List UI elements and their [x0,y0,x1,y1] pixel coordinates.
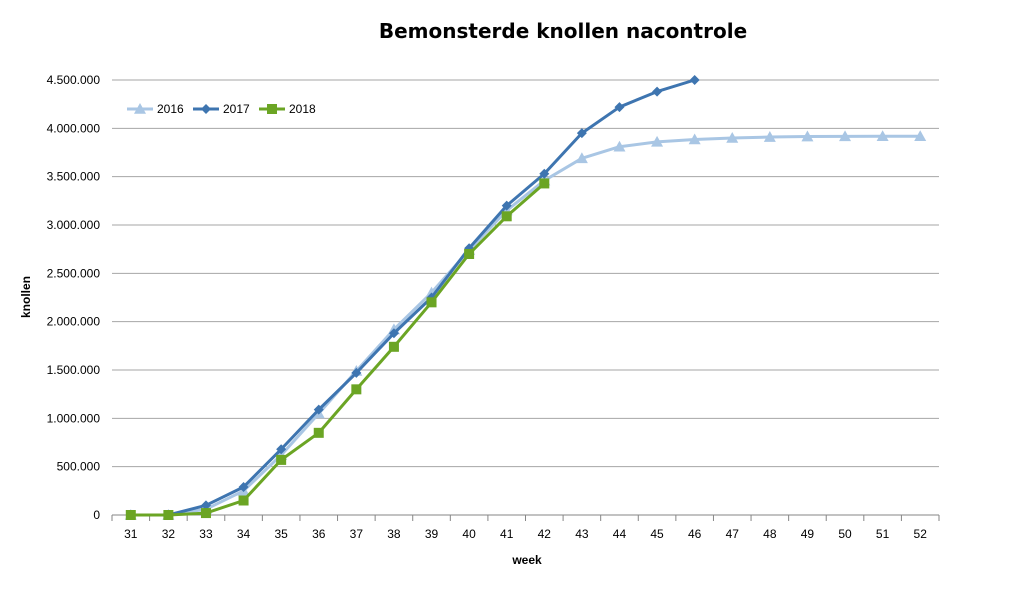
y-tick-label: 4.000.000 [47,121,101,135]
x-axis-ticks: 31 32 33 34 35 36 37 38 39 40 41 42 43 44 45 46 47 48 49 50… [124,527,927,541]
x-tick-label: 48 [763,527,777,541]
legend-label: 2016 [157,102,184,116]
y-tick-label: 2.500.000 [47,266,101,280]
data-point-2018 [313,427,324,438]
data-point-2017 [614,102,625,113]
data-point-2018 [351,384,362,395]
y-tick-label: 3.000.000 [47,218,101,232]
series-line-2016 [130,134,921,517]
data-point-2016 [839,130,852,142]
y-tick-label: 500.000 [57,460,101,474]
data-point-2016 [651,135,664,147]
chart-title: Bemonsterde knollen nacontrole [379,19,747,43]
x-axis-label: week [511,553,542,567]
data-point-2016 [575,152,588,164]
x-tick-label: 49 [801,527,815,541]
data-point-2016 [613,140,626,152]
legend-marker-2017 [201,104,211,114]
data-point-2017 [539,168,550,179]
data-point-2016 [876,130,889,142]
x-tick-label: 41 [500,527,514,541]
x-tick-label: 46 [688,527,702,541]
data-point-2017 [388,328,399,339]
legend-marker-2016 [134,103,146,114]
y-tick-label: 3.500.000 [47,170,101,184]
data-point-2018 [200,508,211,519]
legend-label: 2018 [289,102,316,116]
x-tick-label: 42 [538,527,552,541]
data-point-2016 [726,132,739,143]
axes [111,514,940,521]
x-tick-label: 34 [237,527,251,541]
series-line-2018 [130,182,546,517]
data-point-2017 [501,200,512,211]
y-axis-ticks: 0 500.000 1.000.000 1.500.000 2.000.000 2.500… [47,73,101,522]
data-point-2018 [539,178,550,189]
legend: 2016 2017 2018 [127,102,316,116]
x-tick-label: 47 [726,527,740,541]
gridlines [112,79,939,468]
data-point-2018 [276,454,287,465]
series-layer [124,75,927,520]
series-2018 [125,178,550,520]
data-point-2017 [200,500,211,511]
x-tick-label: 51 [876,527,890,541]
data-point-2018 [426,297,437,308]
data-point-2016 [688,133,701,145]
legend-marker-2018 [267,104,277,114]
x-tick-label: 31 [124,527,138,541]
y-tick-label: 4.500.000 [47,73,101,87]
data-point-2017 [276,444,287,455]
y-tick-label: 1.000.000 [47,411,101,425]
legend-item-2017: 2017 [193,102,250,116]
data-point-2016 [763,131,776,142]
x-tick-label: 43 [575,527,589,541]
data-point-2017 [652,86,663,97]
x-tick-label: 50 [838,527,852,541]
data-point-2018 [163,510,174,520]
y-tick-label: 0 [93,508,100,522]
x-tick-label: 52 [914,527,928,541]
data-point-2017 [689,75,700,85]
data-point-2017 [576,128,587,139]
x-tick-label: 33 [199,527,213,541]
data-point-2017 [238,481,249,492]
data-point-2018 [464,249,475,259]
x-tick-label: 38 [387,527,401,541]
data-point-2016 [801,130,814,142]
y-tick-label: 2.000.000 [47,315,101,329]
x-tick-label: 32 [162,527,176,541]
x-tick-label: 39 [425,527,439,541]
y-tick-label: 1.500.000 [47,363,101,377]
x-tick-label: 44 [613,527,627,541]
data-point-2018 [238,495,249,506]
series-line-2017 [130,78,696,517]
data-point-2017 [351,367,362,378]
x-tick-label: 36 [312,527,326,541]
y-axis-label: knollen [19,276,33,318]
data-point-2017 [313,404,324,415]
data-point-2018 [125,510,136,520]
data-point-2018 [501,211,512,222]
legend-label: 2017 [223,102,250,116]
data-point-2016 [914,130,927,142]
x-tick-label: 37 [350,527,364,541]
series-2017 [125,75,700,520]
x-tick-label: 40 [462,527,476,541]
data-point-2018 [388,341,399,352]
legend-item-2016: 2016 [127,102,184,116]
x-tick-label: 35 [274,527,288,541]
x-tick-label: 45 [650,527,664,541]
legend-item-2018: 2018 [259,102,316,116]
